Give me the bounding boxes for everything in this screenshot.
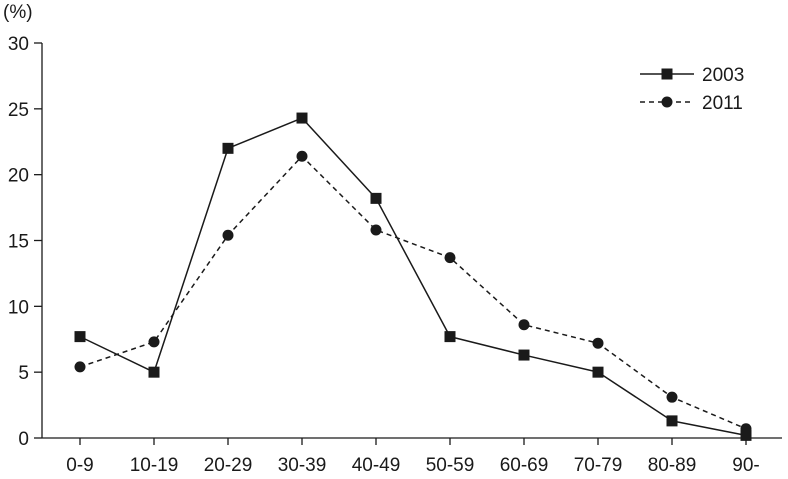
data-point-2011 xyxy=(592,337,604,349)
data-point-2011 xyxy=(740,423,752,435)
x-tick-label: 80-89 xyxy=(648,455,697,474)
x-tick-label: 50-59 xyxy=(426,455,475,474)
legend-marker-2011 xyxy=(661,96,673,108)
legend-label-2011: 2011 xyxy=(702,93,743,114)
x-tick-label: 90- xyxy=(732,455,759,474)
data-point-2003 xyxy=(370,192,382,204)
data-point-2011 xyxy=(148,336,160,348)
data-point-2003 xyxy=(296,112,308,124)
legend-label-2003: 2003 xyxy=(702,65,744,86)
data-point-2003 xyxy=(592,366,604,378)
x-tick-label: 0-9 xyxy=(66,455,93,474)
legend: 2003 2011 xyxy=(640,65,744,114)
y-tick-label: 30 xyxy=(8,34,29,55)
data-point-2011 xyxy=(444,252,456,264)
x-tick-label: 10-19 xyxy=(130,455,179,474)
data-point-2011 xyxy=(666,391,678,403)
series-layer xyxy=(74,112,752,441)
y-tick-label: 15 xyxy=(8,232,29,253)
series-2003 xyxy=(74,112,752,441)
y-axis-unit-label: (%) xyxy=(3,2,33,23)
data-point-2003 xyxy=(222,142,234,154)
y-tick-label: 5 xyxy=(18,363,29,384)
y-tick-label: 20 xyxy=(8,166,29,187)
y-tick-label: 25 xyxy=(8,100,29,121)
data-point-2011 xyxy=(74,361,86,373)
x-tick-label: 60-69 xyxy=(500,455,549,474)
data-point-2003 xyxy=(444,331,456,343)
series-2011 xyxy=(74,150,752,435)
x-axis-ticks: 0-9 10-19 20-29 30-39 40-49 50-59 60-69 70-79 80… xyxy=(66,438,760,476)
y-axis-ticks: 0 5 10 15 20 25 30 xyxy=(8,34,42,450)
y-tick-label: 0 xyxy=(18,429,29,450)
data-point-2011 xyxy=(222,229,234,241)
legend-marker-2003 xyxy=(661,68,673,80)
data-point-2011 xyxy=(370,224,382,236)
y-tick-label: 10 xyxy=(8,297,29,318)
data-point-2003 xyxy=(74,331,86,343)
series-line-2003 xyxy=(79,117,747,437)
data-point-2011 xyxy=(518,319,530,331)
data-point-2011 xyxy=(296,150,308,162)
x-tick-label: 20-29 xyxy=(204,455,253,474)
series-line-2011 xyxy=(79,155,747,430)
x-tick-label: 40-49 xyxy=(352,455,401,474)
data-point-2003 xyxy=(148,366,160,378)
x-tick-label: 30-39 xyxy=(278,455,327,474)
data-point-2003 xyxy=(740,429,752,441)
x-tick-label: 70-79 xyxy=(574,455,623,474)
data-point-2003 xyxy=(518,349,530,361)
data-point-2003 xyxy=(666,415,678,427)
